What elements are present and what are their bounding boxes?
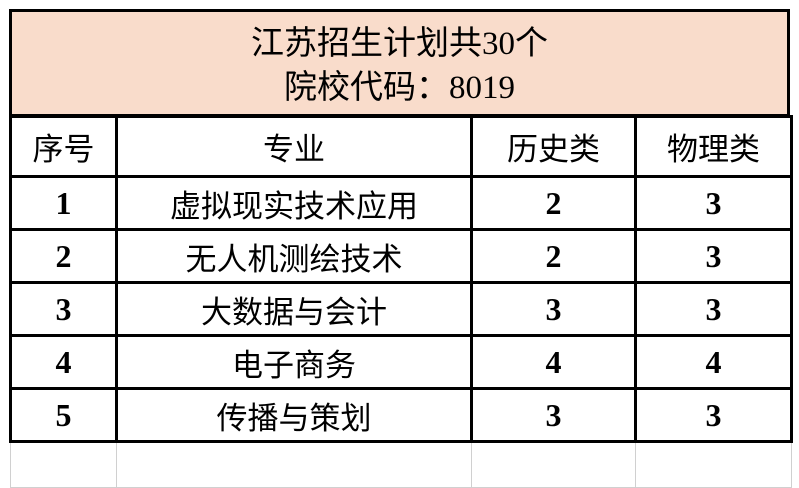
- header-index: 序号: [9, 115, 118, 178]
- cell-physics: 4: [634, 334, 793, 390]
- header-history: 历史类: [470, 115, 637, 178]
- table-row: 4 电子商务 4 4: [9, 334, 793, 390]
- empty-cell[interactable]: [10, 441, 117, 488]
- table-row: 1 虚拟现实技术应用 2 3: [9, 175, 793, 231]
- title-line-code: 院校代码：8019: [284, 70, 515, 106]
- cell-major: 虚拟现实技术应用: [115, 175, 473, 231]
- table-row: 2 无人机测绘技术 2 3: [9, 228, 793, 284]
- table-row: 3 大数据与会计 3 3: [9, 281, 793, 337]
- cell-physics: 3: [634, 175, 793, 231]
- cell-index: 4: [9, 334, 118, 390]
- header-row: 序号 专业 历史类 物理类: [9, 115, 793, 178]
- cell-history: 3: [470, 387, 637, 443]
- empty-cell[interactable]: [471, 441, 636, 488]
- cell-history: 3: [470, 281, 637, 337]
- cell-major: 无人机测绘技术: [115, 228, 473, 284]
- table-title: 江苏招生计划共30个 院校代码：8019: [9, 9, 790, 117]
- empty-cell[interactable]: [635, 441, 792, 488]
- enrollment-table: 序号 专业 历史类 物理类 1 虚拟现实技术应用 2 3 2 无人机测绘技术 2…: [9, 115, 793, 488]
- cell-major: 电子商务: [115, 334, 473, 390]
- cell-history: 2: [470, 228, 637, 284]
- cell-physics: 3: [634, 387, 793, 443]
- cell-major: 大数据与会计: [115, 281, 473, 337]
- title-line-plan: 江苏招生计划共30个: [251, 26, 548, 62]
- cell-index: 1: [9, 175, 118, 231]
- cell-physics: 3: [634, 281, 793, 337]
- cell-major: 传播与策划: [115, 387, 473, 443]
- cell-index: 3: [9, 281, 118, 337]
- cell-history: 4: [470, 334, 637, 390]
- empty-row: [10, 441, 792, 488]
- cell-history: 2: [470, 175, 637, 231]
- header-major: 专业: [115, 115, 473, 178]
- empty-cell[interactable]: [116, 441, 472, 488]
- header-physics: 物理类: [634, 115, 793, 178]
- table-row: 5 传播与策划 3 3: [9, 387, 793, 443]
- cell-index: 2: [9, 228, 118, 284]
- cell-physics: 3: [634, 228, 793, 284]
- cell-index: 5: [9, 387, 118, 443]
